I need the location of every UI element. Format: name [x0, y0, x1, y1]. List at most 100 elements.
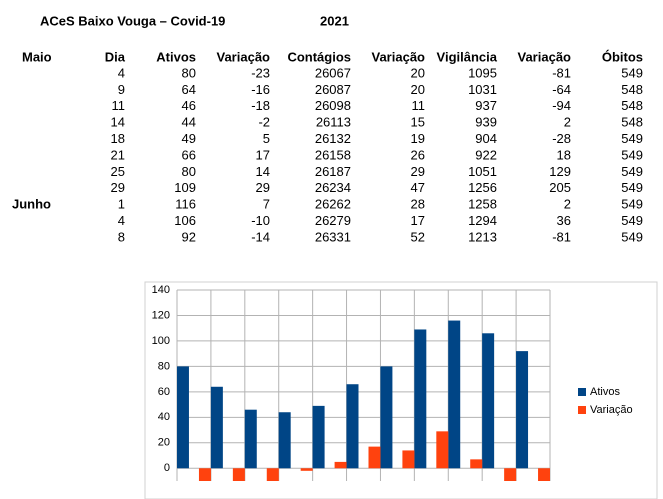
cell: 4 — [118, 65, 125, 80]
cell: 17 — [256, 147, 270, 162]
cell: 109 — [174, 180, 196, 195]
cell: 26067 — [315, 65, 351, 80]
month-label: Junho — [12, 197, 51, 212]
y-tick-label: 0 — [164, 462, 170, 474]
cell: 1294 — [468, 213, 497, 228]
y-tick-label: 60 — [158, 386, 170, 398]
cell: 1 — [118, 197, 125, 212]
cell: 26087 — [315, 82, 351, 97]
cell: -81 — [552, 65, 571, 80]
bar — [198, 468, 211, 481]
cell: -81 — [552, 229, 571, 244]
cell: 29 — [411, 164, 425, 179]
cell: -10 — [251, 213, 270, 228]
month-header: Maio — [22, 49, 52, 64]
cell: 20 — [411, 65, 425, 80]
cell: 26234 — [315, 180, 351, 195]
cell: 1051 — [468, 164, 497, 179]
cell: 5 — [263, 131, 270, 146]
cell: 17 — [411, 213, 425, 228]
legend-label: Ativos — [590, 386, 620, 398]
cell: 29 — [256, 180, 270, 195]
bar — [346, 384, 359, 469]
cell: 549 — [621, 131, 643, 146]
cell: 11 — [112, 98, 126, 113]
bar — [414, 329, 427, 469]
bar — [504, 468, 517, 481]
bar — [334, 461, 347, 469]
y-tick-label: 20 — [158, 437, 170, 449]
column-header: Variação — [518, 49, 572, 64]
cell: -23 — [251, 65, 270, 80]
column-header: Vigilância — [437, 49, 498, 64]
cell: 1213 — [468, 229, 497, 244]
legend-swatch — [578, 406, 586, 414]
cell: 4 — [118, 213, 125, 228]
bar — [210, 386, 223, 469]
cell: 26158 — [315, 147, 351, 162]
legend-swatch — [578, 388, 586, 396]
cell: -64 — [552, 82, 571, 97]
cell: 1095 — [468, 65, 497, 80]
cell: 29 — [111, 180, 125, 195]
cell: 64 — [182, 82, 196, 97]
y-tick-label: 100 — [152, 335, 170, 347]
bar — [300, 468, 313, 471]
cell: 47 — [411, 180, 425, 195]
column-header: Óbitos — [602, 49, 643, 64]
bar — [368, 446, 381, 469]
cell: 26331 — [315, 229, 351, 244]
bar — [482, 333, 495, 469]
cell: 549 — [621, 164, 643, 179]
cell: 28 — [411, 197, 425, 212]
title: ACeS Baixo Vouga – Covid-19 — [40, 13, 225, 28]
bar — [232, 468, 245, 481]
bar — [380, 366, 393, 469]
column-header: Variação — [372, 49, 426, 64]
cell: 26187 — [315, 164, 351, 179]
cell: 116 — [175, 197, 196, 212]
cell: 15 — [411, 115, 425, 130]
cell: 205 — [549, 180, 571, 195]
cell: -16 — [251, 82, 270, 97]
cell: 36 — [557, 213, 571, 228]
cell: 26098 — [315, 98, 351, 113]
cell: -2 — [258, 115, 270, 130]
cell: 7 — [263, 197, 270, 212]
column-header: Variação — [217, 49, 271, 64]
cell: 2 — [564, 197, 571, 212]
legend-label: Variação — [590, 404, 633, 416]
year: 2021 — [320, 13, 349, 28]
cell: 9 — [118, 82, 125, 97]
cell: 1031 — [468, 82, 497, 97]
cell: 26132 — [315, 131, 351, 146]
cell: 14 — [256, 164, 270, 179]
cell: 1256 — [468, 180, 497, 195]
column-header: Ativos — [156, 49, 196, 64]
cell: 80 — [182, 164, 196, 179]
cell: 20 — [411, 82, 425, 97]
cell: 11 — [412, 98, 426, 113]
cell: 904 — [475, 131, 497, 146]
cell: 2 — [564, 115, 571, 130]
cell: 44 — [182, 115, 196, 130]
cell: 549 — [621, 197, 643, 212]
bar — [177, 366, 189, 469]
bar — [244, 409, 257, 469]
cell: 548 — [621, 115, 643, 130]
cell: -94 — [552, 98, 571, 113]
bar — [266, 468, 279, 481]
cell: -14 — [251, 229, 270, 244]
cell: 549 — [621, 65, 643, 80]
cell: 26113 — [316, 115, 351, 130]
bar — [278, 412, 291, 469]
cell: 549 — [621, 229, 643, 244]
cell: 549 — [621, 213, 643, 228]
cell: 18 — [557, 147, 571, 162]
cell: 548 — [621, 82, 643, 97]
cell: 26 — [411, 147, 425, 162]
cell: 922 — [475, 147, 497, 162]
cell: 129 — [549, 164, 571, 179]
cell: 52 — [411, 229, 425, 244]
